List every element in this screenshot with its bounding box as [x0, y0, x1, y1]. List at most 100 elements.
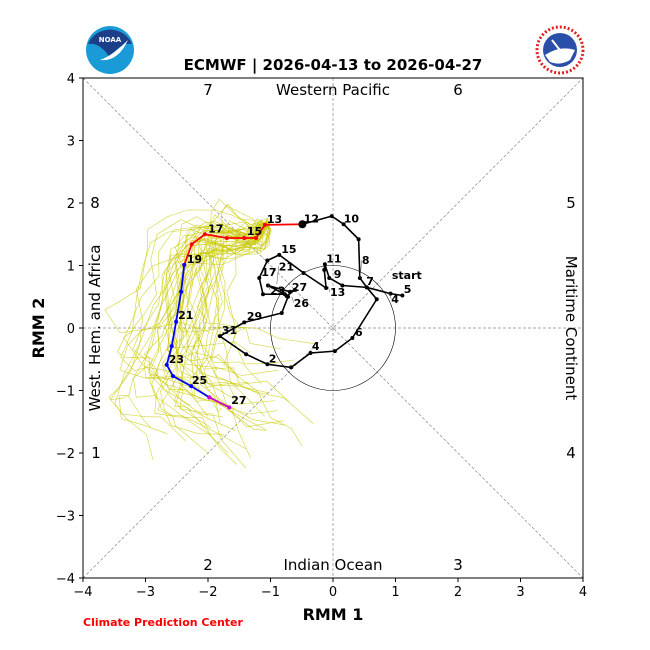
date-label: 21: [279, 260, 294, 273]
label-leader-line: [327, 286, 331, 293]
forecast-week2-point: [189, 384, 194, 389]
date-label: 23: [169, 353, 184, 366]
forecast-week1-point: [242, 236, 247, 240]
date-label: 7: [366, 275, 374, 288]
forecast-week3-line: [208, 396, 230, 409]
observed-point: [289, 365, 294, 370]
y-tick-label: 0: [67, 322, 75, 337]
observed-point: [341, 222, 346, 227]
ensemble-member-line: [193, 204, 276, 405]
observed-point: [301, 271, 306, 275]
phase-number: 8: [90, 194, 100, 212]
forecast-week3-point: [207, 395, 212, 400]
x-tick-label: 4: [579, 585, 587, 600]
y-tick-label: 4: [67, 72, 75, 87]
observed-point: [350, 336, 355, 340]
date-label: 23: [270, 284, 285, 297]
x-tick-label: 1: [391, 585, 399, 600]
ensemble-member-line: [143, 224, 265, 400]
forecast-week2-point: [179, 289, 184, 294]
x-tick-label: 0: [329, 585, 337, 600]
label-leader-line: [267, 284, 271, 291]
observed-point: [261, 292, 265, 297]
noaa-logo: NOAA: [86, 26, 134, 74]
y-tick-label: −2: [56, 447, 75, 462]
observed-point: [324, 286, 329, 290]
phase-number: 4: [566, 444, 576, 462]
chart-title: ECMWF | 2026-04-13 to 2026-04-27: [184, 56, 483, 75]
ensemble-member-line: [223, 224, 303, 447]
ensemble-member-line: [165, 224, 266, 353]
forecast-week1-point: [189, 242, 194, 247]
x-tick-label: −3: [136, 585, 155, 600]
y-axis-label: RMM 2: [29, 298, 48, 359]
phase-number: 5: [566, 194, 576, 212]
x-tick-label: −4: [73, 585, 92, 600]
observed-point: [322, 267, 327, 272]
observed-point: [364, 285, 369, 290]
forecast-week2-point: [169, 344, 174, 349]
ensemble-member-line: [122, 223, 265, 388]
observed-point: [265, 258, 270, 263]
date-label: 6: [355, 326, 363, 339]
date-label: 17: [261, 266, 276, 279]
observed-point: [257, 276, 262, 280]
phase-number: 3: [453, 556, 463, 574]
ensemble-member-line: [149, 223, 265, 429]
observed-point: [286, 294, 290, 299]
nws-logo: [535, 25, 585, 75]
ensemble-member-line: [187, 221, 272, 388]
y-tick-label: 3: [67, 135, 75, 150]
date-label: 13: [330, 286, 345, 299]
ensemble-member-line: [160, 224, 272, 435]
date-label: 26: [294, 297, 310, 310]
forecast-week1-line: [183, 223, 303, 266]
date-label: 12: [304, 212, 319, 225]
ensemble-member-line: [151, 224, 269, 455]
ensemble-member-line: [198, 217, 270, 417]
date-label: 17: [208, 222, 223, 235]
observed-point: [400, 293, 405, 298]
ensemble-member-line: [215, 221, 314, 424]
ensemble-member-line: [104, 209, 268, 334]
observed-point: [356, 237, 361, 242]
date-label: 19: [187, 253, 202, 266]
forecast-week3-point: [227, 405, 232, 410]
observed-point: [308, 351, 313, 355]
ensemble-member-line: [189, 224, 271, 379]
forecast-week1-point: [262, 222, 267, 227]
date-label: 15: [281, 243, 296, 256]
diagonal-line: [82, 77, 584, 579]
date-label: 21: [178, 309, 193, 322]
observed-point: [374, 297, 379, 302]
diagonal-line: [82, 77, 584, 579]
region-label-right: Maritime Continent: [562, 256, 580, 401]
date-label: 11: [326, 252, 341, 265]
label-leader-line: [389, 292, 392, 300]
ensemble-member-line: [161, 216, 268, 417]
observed-point: [287, 289, 292, 294]
date-label: 29: [247, 310, 262, 323]
x-tick-label: 2: [454, 585, 462, 600]
observed-point: [279, 311, 284, 315]
ensemble-member-line: [189, 224, 271, 431]
x-tick-label: −2: [198, 585, 217, 600]
y-tick-label: −4: [56, 572, 75, 587]
forecast-week1-point: [224, 236, 229, 240]
ensemble-member-line: [179, 224, 271, 469]
ensemble-member-line: [108, 221, 269, 460]
date-label: 8: [362, 254, 370, 267]
date-label: 31: [222, 324, 237, 337]
x-tick-label: −1: [261, 585, 280, 600]
region-label-bottom: Indian Ocean: [283, 556, 382, 574]
ensemble-member-line: [176, 224, 265, 400]
date-label: 27: [231, 394, 246, 407]
phase-number: 2: [203, 556, 213, 574]
x-tick-label: 3: [516, 585, 524, 600]
forecast-week1-point: [202, 232, 207, 237]
forecast-week2-point: [174, 319, 179, 324]
forecast-week1-point: [254, 236, 259, 240]
observed-point: [217, 334, 222, 339]
y-tick-label: 1: [67, 260, 75, 275]
observed-point: [322, 262, 327, 267]
